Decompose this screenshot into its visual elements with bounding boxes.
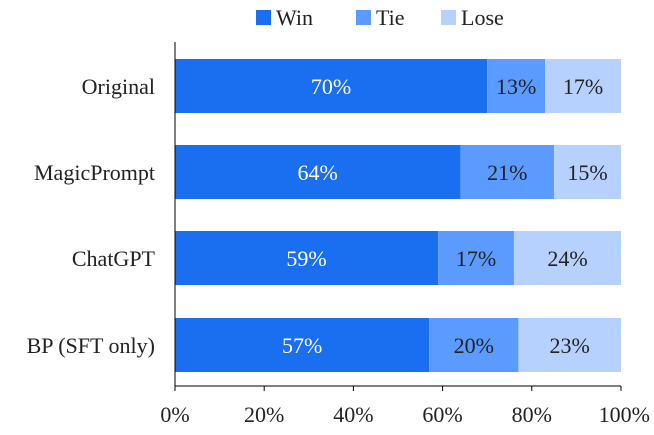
legend-swatch-lose bbox=[441, 10, 456, 25]
bar-magicprompt-win bbox=[175, 145, 461, 199]
data-label-bp-sft-only-tie: 20% bbox=[454, 333, 494, 358]
x-tick-label: 0% bbox=[160, 402, 189, 427]
data-label-original-lose: 17% bbox=[563, 74, 603, 99]
x-axis: 0% 20% 40% 60% 80% 100% bbox=[160, 385, 650, 427]
category-label-magicprompt: MagicPrompt bbox=[34, 160, 155, 185]
data-label-original-tie: 13% bbox=[496, 74, 536, 99]
data-label-magicprompt-lose: 15% bbox=[567, 160, 607, 185]
data-label-magicprompt-win: 64% bbox=[298, 160, 338, 185]
bar-bp-sft-only-lose bbox=[518, 318, 621, 372]
bar-original-tie bbox=[487, 59, 546, 113]
data-label-bp-sft-only-win: 57% bbox=[282, 333, 322, 358]
legend-swatch-win bbox=[256, 10, 271, 25]
bar-chatgpt-tie bbox=[438, 231, 514, 285]
legend-swatch-tie bbox=[356, 10, 371, 25]
x-tick-label: 20% bbox=[244, 402, 284, 427]
legend-label-win: Win bbox=[276, 5, 313, 30]
bar-original-lose bbox=[545, 59, 621, 113]
category-label-bp-sft-only: BP (SFT only) bbox=[27, 333, 155, 358]
bar-magicprompt-lose bbox=[554, 145, 621, 199]
x-tick-label: 60% bbox=[422, 402, 462, 427]
data-label-chatgpt-win: 59% bbox=[286, 246, 326, 271]
x-tick-label: 40% bbox=[333, 402, 373, 427]
bars: 70% 13% 17% 64% 21% 15% 59% 17% 24% 57% 20% 23% bbox=[175, 59, 621, 372]
legend: Win Tie Lose bbox=[256, 5, 504, 30]
data-label-original-win: 70% bbox=[311, 74, 351, 99]
bar-bp-sft-only-win bbox=[175, 318, 430, 372]
data-label-chatgpt-lose: 24% bbox=[547, 246, 587, 271]
bar-chatgpt-win bbox=[175, 231, 439, 285]
bar-magicprompt-tie bbox=[460, 145, 555, 199]
bar-bp-sft-only-tie bbox=[429, 318, 519, 372]
legend-label-lose: Lose bbox=[461, 5, 504, 30]
bar-chatgpt-lose bbox=[513, 231, 621, 285]
category-label-original: Original bbox=[82, 74, 155, 99]
x-tick-label: 80% bbox=[512, 402, 552, 427]
x-tick-label: 100% bbox=[599, 402, 650, 427]
y-axis: Original MagicPrompt ChatGPT BP (SFT only) bbox=[27, 42, 176, 386]
data-label-bp-sft-only-lose: 23% bbox=[550, 333, 590, 358]
data-label-chatgpt-tie: 17% bbox=[456, 246, 496, 271]
data-label-magicprompt-tie: 21% bbox=[487, 160, 527, 185]
bar-original-win bbox=[175, 59, 488, 113]
category-label-chatgpt: ChatGPT bbox=[72, 246, 156, 271]
legend-label-tie: Tie bbox=[376, 5, 405, 30]
